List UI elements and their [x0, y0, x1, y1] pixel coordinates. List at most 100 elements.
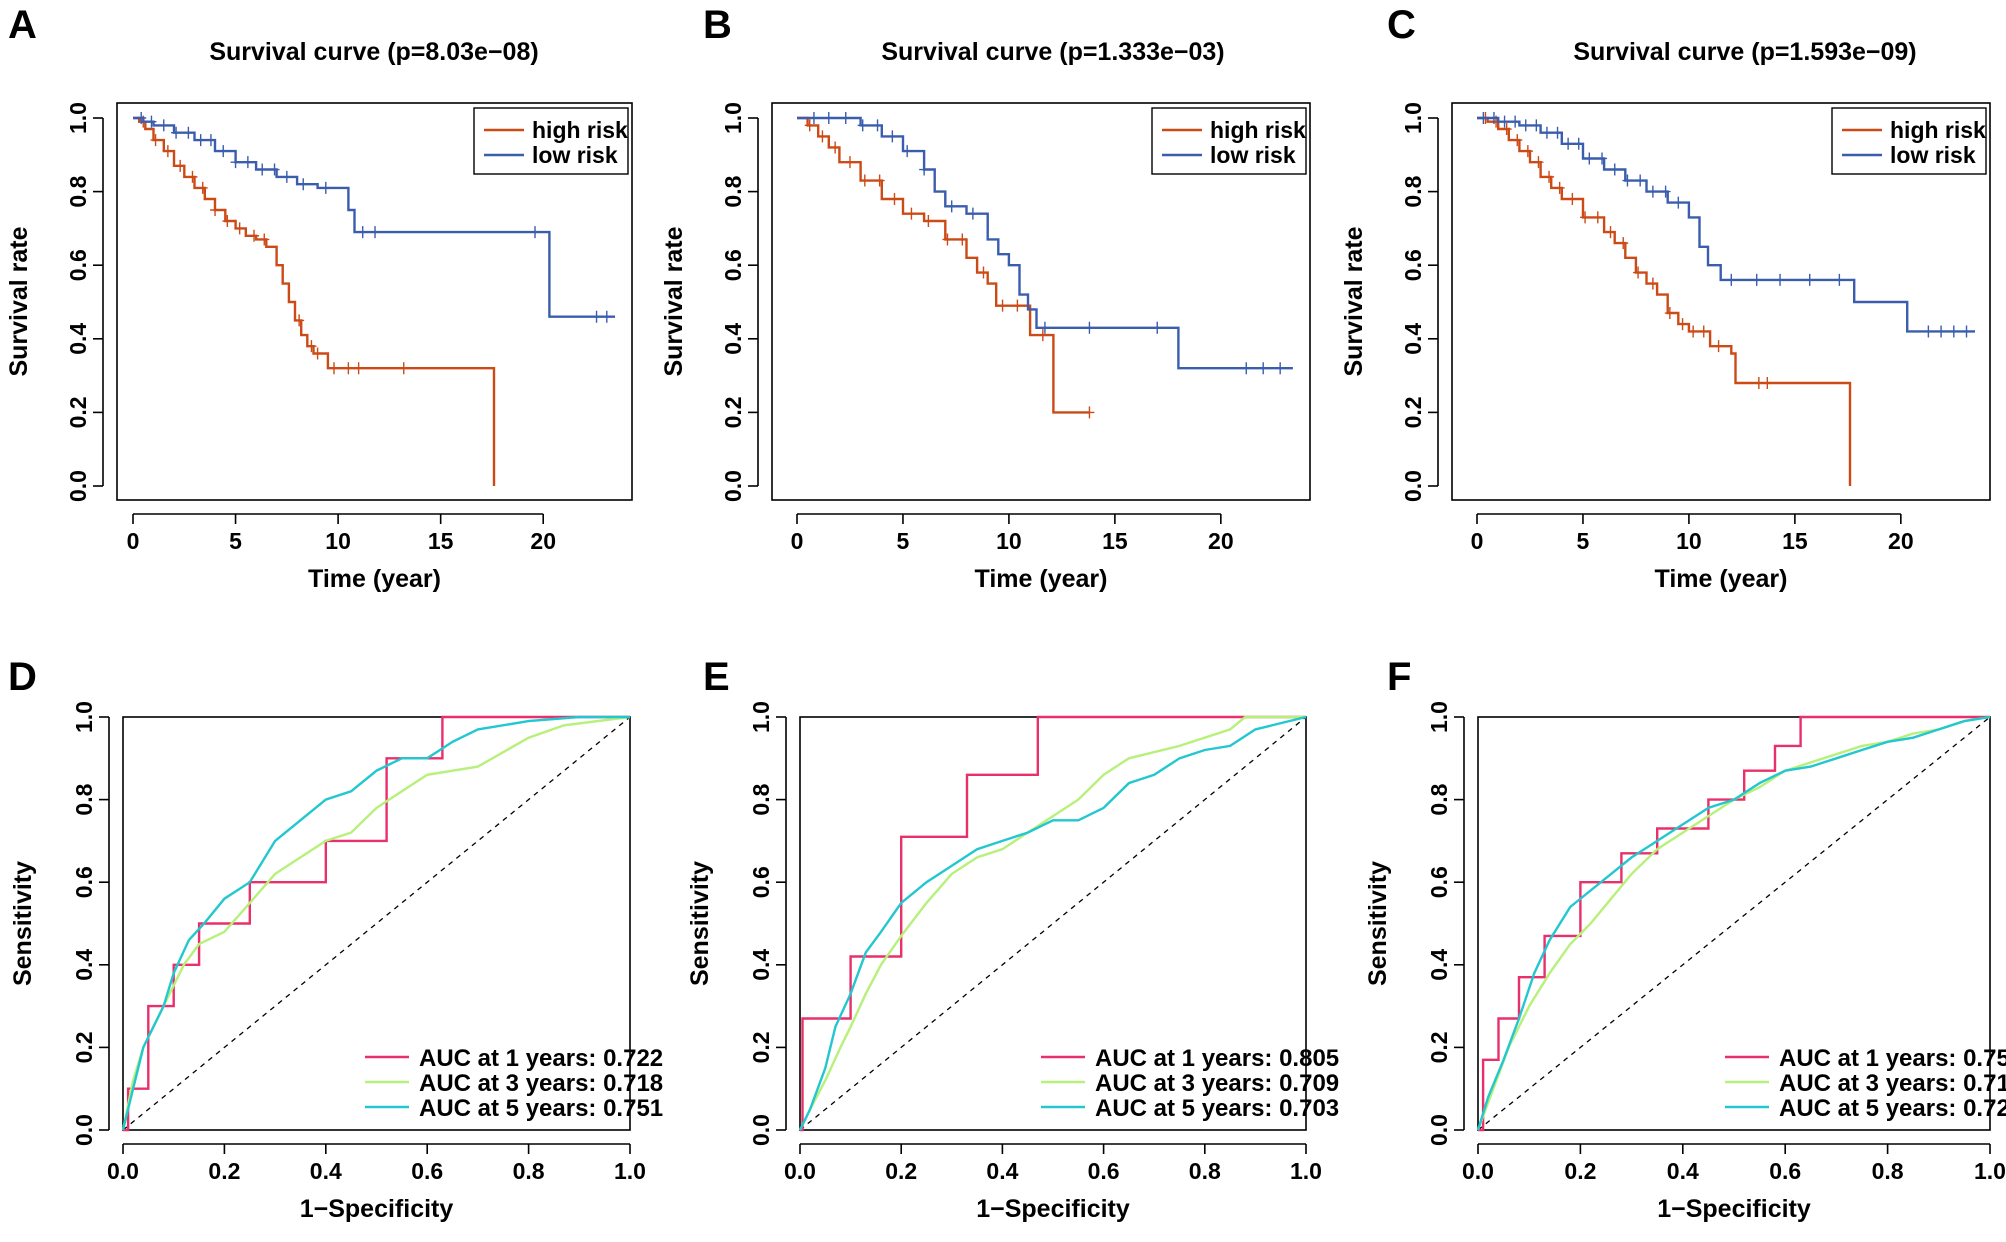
- censor-mark: [1618, 237, 1629, 250]
- censor-mark: [1258, 362, 1269, 375]
- censor-mark: [1563, 137, 1574, 150]
- plot-frame: [122, 716, 631, 1131]
- censor-mark: [1499, 115, 1510, 128]
- censor-mark: [1677, 318, 1688, 331]
- y-tick-label: 0.4: [1400, 323, 1426, 355]
- censor-mark: [859, 174, 870, 187]
- y-tick-label: 0.2: [65, 396, 91, 428]
- chart-title: Survival curve (p=1.333e−03): [881, 38, 1224, 66]
- y-tick-label: 1.0: [1426, 701, 1452, 733]
- y-tick-label: 1.0: [65, 102, 91, 134]
- y-tick-label: 0.4: [71, 949, 97, 981]
- censor-mark: [1039, 321, 1050, 334]
- x-tick-label: 0.6: [1088, 1158, 1120, 1184]
- legend-label: high risk: [1210, 117, 1306, 143]
- censor-mark: [1948, 325, 1959, 338]
- censor-mark: [1275, 362, 1286, 375]
- censor-mark: [1012, 299, 1023, 312]
- y-tick-label: 0.0: [1426, 1114, 1452, 1146]
- censor-mark: [942, 233, 953, 246]
- x-tick-label: 1.0: [1974, 1158, 2006, 1184]
- censor-mark: [146, 115, 157, 128]
- censor-mark: [187, 170, 198, 183]
- censor-mark: [1605, 226, 1616, 239]
- censor-mark: [887, 130, 898, 143]
- panel-b: B Survival curve (p=1.333e−03) 0 5 10 15 20 0.0…: [660, 3, 1311, 593]
- y-axis-label: Survival rate: [5, 226, 33, 376]
- censor-mark: [329, 362, 340, 375]
- censor-mark: [205, 134, 216, 147]
- x-axis-label: Time (year): [308, 565, 441, 593]
- y-tick-label: 0.0: [1400, 470, 1426, 502]
- censor-mark: [242, 156, 253, 169]
- x-tick-label: 20: [530, 528, 556, 554]
- reference-diagonal: [799, 716, 1307, 1131]
- series-line-roc-1: [798, 715, 1306, 1131]
- x-tick-label: 1.0: [614, 1158, 646, 1184]
- y-tick-label: 0.6: [65, 249, 91, 281]
- y-tick-label: 0.2: [748, 1031, 774, 1063]
- x-tick-label: 0.6: [1769, 1158, 1801, 1184]
- series-line-0: [133, 116, 496, 486]
- x-tick-label: 0.0: [107, 1158, 139, 1184]
- censor-mark: [1622, 174, 1633, 187]
- censor-mark: [136, 112, 147, 124]
- censor-mark: [1084, 406, 1095, 419]
- censor-mark: [1688, 325, 1699, 338]
- legend-label: low risk: [1890, 142, 1976, 168]
- censor-mark: [1597, 152, 1608, 165]
- censor-mark: [1961, 325, 1972, 338]
- censor-mark: [1647, 277, 1658, 290]
- censor-mark: [1635, 174, 1646, 187]
- censor-mark: [370, 226, 381, 239]
- y-tick-label: 0.4: [748, 949, 774, 981]
- panel-e: E 0.0 0.2 0.4 0.6 0.8 1.0 0.0 0.2 0.4 0.6 0.8 1.0 1−S…: [686, 655, 1339, 1223]
- legend-label: AUC at 1 years: 0.722: [419, 1045, 663, 1072]
- x-tick-label: 0.0: [784, 1158, 816, 1184]
- censor-mark: [353, 362, 364, 375]
- x-tick-label: 20: [1208, 528, 1234, 554]
- censor-mark: [919, 163, 930, 176]
- series-line-roc-0: [800, 715, 1306, 1132]
- censor-mark: [1923, 325, 1934, 338]
- censor-mark: [1751, 273, 1762, 286]
- censor-mark: [183, 126, 194, 139]
- censor-mark: [823, 112, 834, 124]
- censor-mark: [1660, 185, 1671, 198]
- x-tick-label: 0.2: [885, 1158, 917, 1184]
- censor-mark: [591, 310, 602, 323]
- censor-mark: [234, 222, 245, 235]
- legend-label: AUC at 5 years: 0.703: [1095, 1095, 1339, 1122]
- censor-mark: [857, 119, 868, 132]
- panel-letter: F: [1387, 655, 1411, 699]
- censor-mark: [320, 181, 331, 194]
- legend-label: AUC at 5 years: 0.751: [419, 1095, 663, 1122]
- plot-frame: [1477, 716, 1991, 1131]
- x-tick-label: 5: [897, 528, 910, 554]
- y-tick-label: 0.2: [720, 396, 746, 428]
- y-tick-label: 0.4: [65, 323, 91, 355]
- series-line-0: [1477, 116, 1852, 486]
- y-tick-label: 0.0: [748, 1114, 774, 1146]
- x-tick-label: 0.0: [1462, 1158, 1494, 1184]
- legend-label: AUC at 1 years: 0.753: [1779, 1045, 2006, 1072]
- legend-label: AUC at 3 years: 0.718: [419, 1070, 663, 1097]
- censor-mark: [1609, 163, 1620, 176]
- y-tick-label: 0.0: [71, 1114, 97, 1146]
- censor-mark: [222, 215, 233, 228]
- panel-letter: E: [703, 655, 730, 699]
- censor-mark: [1512, 134, 1523, 147]
- censor-mark: [1775, 273, 1786, 286]
- censor-mark: [830, 141, 841, 154]
- series-line-roc-0: [123, 715, 630, 1132]
- censor-mark: [978, 266, 989, 279]
- x-tick-label: 1.0: [1290, 1158, 1322, 1184]
- y-tick-label: 0.6: [1426, 866, 1452, 898]
- censor-mark: [257, 163, 268, 176]
- series-line-roc-2: [1476, 715, 1991, 1131]
- x-tick-label: 0: [791, 528, 804, 554]
- censor-mark: [997, 299, 1008, 312]
- x-tick-label: 0.2: [1564, 1158, 1596, 1184]
- censor-mark: [1567, 192, 1578, 205]
- censor-mark: [171, 126, 182, 139]
